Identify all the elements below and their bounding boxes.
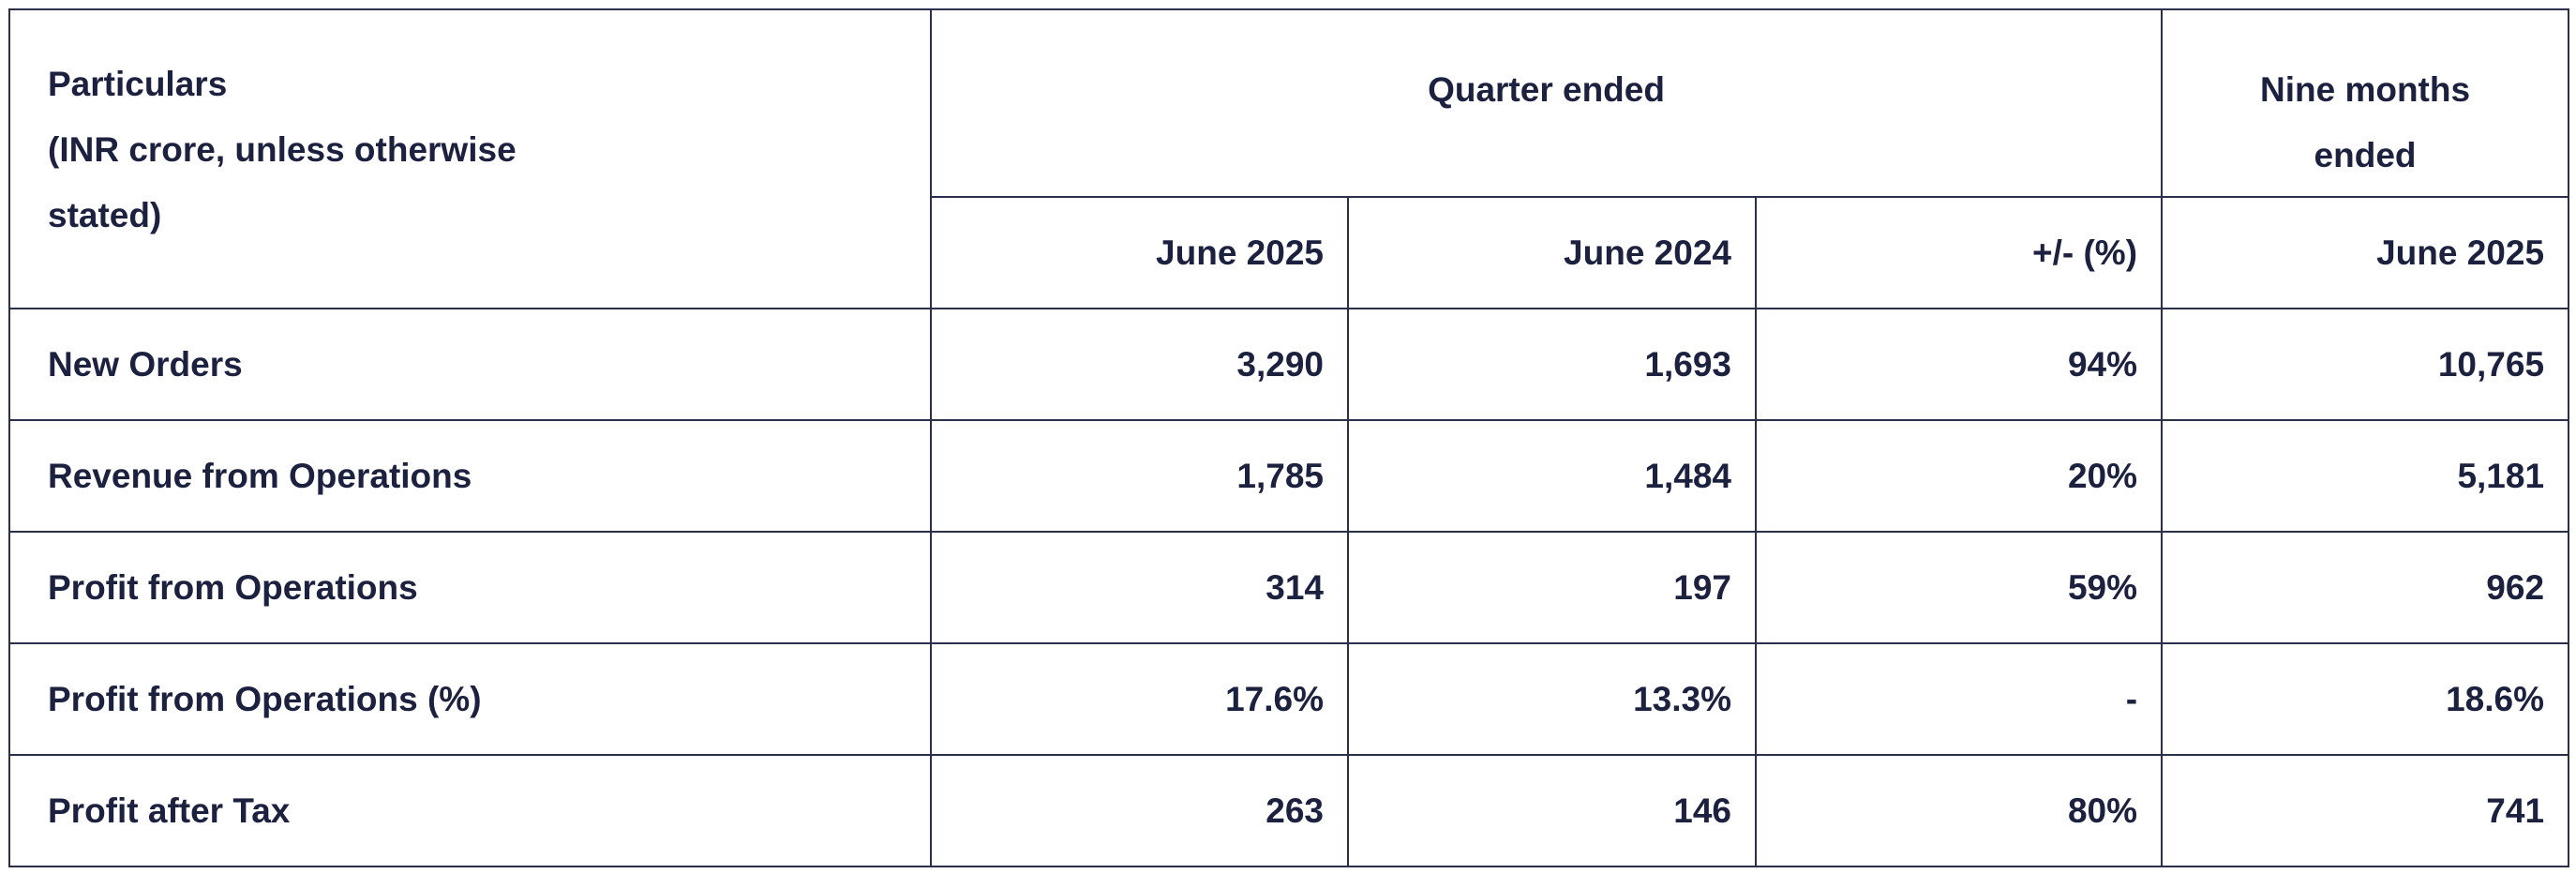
- value-cell: 80%: [1754, 754, 2164, 867]
- data-row: Profit from Operations (%) 17.6% 13.3% -18.…: [8, 642, 2570, 756]
- quarter-header: Quarter ended: [929, 8, 2164, 198]
- particulars-header: Particulars (INR crore, unless otherwise…: [8, 8, 932, 309]
- nine-months-header: Nine months ended: [2161, 8, 2570, 198]
- table-body: New Orders 3,290 1,693 94% 10,765 Revenue fro…: [8, 308, 2570, 867]
- data-row: Profit after Tax 263 146 80% 741: [8, 754, 2570, 867]
- row-label: Profit from Operations: [8, 531, 932, 644]
- data-row: Revenue from Operations 1,785 1,484 20% 5,18…: [8, 419, 2570, 533]
- value-cell: 197: [1347, 531, 1757, 644]
- value-cell: 20%: [1754, 419, 2164, 533]
- value-cell: 1,785: [930, 419, 1349, 533]
- value-cell: 1,693: [1347, 308, 1757, 421]
- value-cell: -: [1754, 642, 2164, 756]
- row-label: Profit after Tax: [8, 754, 932, 867]
- results-table: Particulars (INR crore, unless otherwise…: [8, 8, 2570, 867]
- subheader-cell: June 2025: [930, 196, 1349, 309]
- value-cell: 314: [930, 531, 1349, 644]
- header-text: stated): [48, 196, 162, 234]
- row-label: New Orders: [8, 308, 932, 421]
- header-text: Particulars: [48, 65, 228, 103]
- subheader-cell: +/- (%): [1754, 196, 2164, 309]
- subheader-cell: June 2025: [2161, 196, 2570, 309]
- value-cell: 1,484: [1347, 419, 1757, 533]
- header-text: Nine months: [2260, 70, 2471, 109]
- header-text: (INR crore, unless otherwise: [48, 130, 517, 169]
- value-cell: 962: [2161, 531, 2570, 644]
- subheader-cell: June 2024: [1347, 196, 1757, 309]
- value-cell: 146: [1347, 754, 1757, 867]
- header-text: ended: [2314, 136, 2417, 174]
- data-row: Profit from Operations 314 197 59% 962: [8, 531, 2570, 644]
- value-cell: 17.6%: [930, 642, 1349, 756]
- row-label: Profit from Operations (%): [8, 642, 932, 756]
- row-label: Revenue from Operations: [8, 419, 932, 533]
- value-cell: 741: [2161, 754, 2570, 867]
- value-cell: 18.6%: [2161, 642, 2570, 756]
- value-cell: 13.3%: [1347, 642, 1757, 756]
- header-row: Particulars (INR crore, unless otherwise…: [8, 8, 2570, 309]
- value-cell: 5,181: [2161, 419, 2570, 533]
- value-cell: 59%: [1754, 531, 2164, 644]
- value-cell: 10,765: [2161, 308, 2570, 421]
- value-cell: 263: [930, 754, 1349, 867]
- data-row: New Orders 3,290 1,693 94% 10,765: [8, 308, 2570, 421]
- subheader-row: June 2025 June 2024 +/- (%) June 2025: [9, 196, 2570, 309]
- value-cell: 3,290: [930, 308, 1349, 421]
- value-cell: 94%: [1754, 308, 2164, 421]
- header-text: Quarter ended: [1428, 70, 1665, 109]
